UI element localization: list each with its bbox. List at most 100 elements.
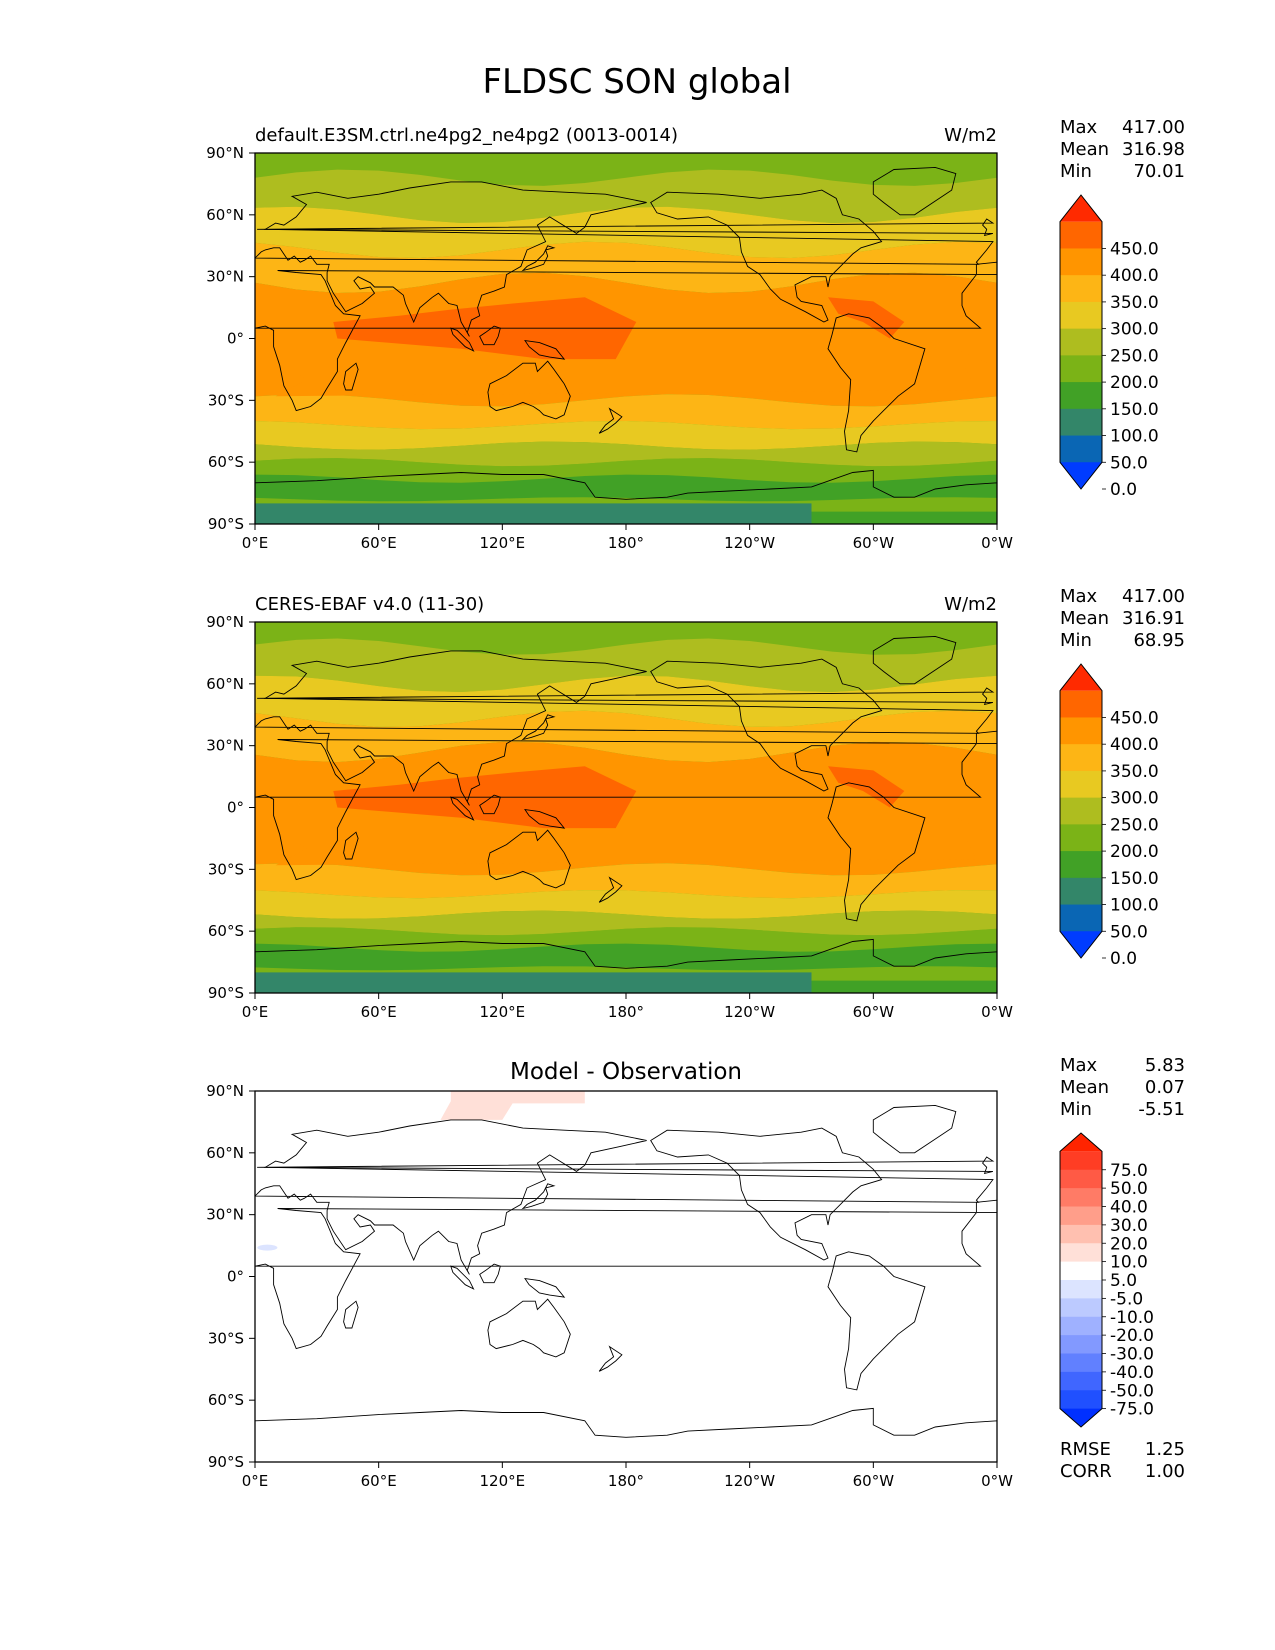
field-band-antarctic-coast	[255, 474, 997, 502]
africa-coastline	[255, 261, 997, 412]
colorbar-segment	[1060, 904, 1102, 932]
colorbar-segment	[1060, 1390, 1102, 1410]
y-tick-label: 30°N	[206, 737, 244, 755]
south-america-coastline	[827, 1251, 926, 1391]
colorbar-segment	[1060, 275, 1102, 303]
panel-obs: CERES-EBAF v4.0 (11-30) W/m2 0°E 60°E 120°E 1…	[206, 586, 1185, 1021]
sumatra-coastline	[450, 1265, 475, 1290]
y-tick-label: 60°S	[208, 922, 244, 940]
field-band-30s	[255, 394, 997, 430]
antarctica-coastline	[255, 1407, 997, 1462]
y-tick-label: 90°S	[208, 515, 244, 533]
colorbar-segment	[1060, 328, 1102, 356]
colorbar-label: 400.0	[1110, 266, 1159, 286]
colorbar-segment	[1060, 770, 1102, 799]
borneo-coastline	[479, 794, 501, 815]
stat-value: 316.98	[1122, 139, 1185, 160]
x-tick-label: 0°W	[981, 534, 1013, 552]
metric-value: 1.25	[1145, 1439, 1185, 1460]
field-band-30s	[255, 863, 997, 899]
japan-coastline	[521, 245, 556, 272]
panel-title: Model - Observation	[510, 1059, 742, 1085]
stat-value: 68.95	[1133, 630, 1185, 651]
north-america-coastline	[650, 189, 883, 323]
stat-label: Min	[1060, 630, 1092, 651]
colorbar-label: 150.0	[1110, 400, 1159, 420]
y-tick-label: 0°	[227, 799, 244, 817]
panel-model: default.E3SM.ctrl.ne4pg2_ne4pg2 (0013-00…	[206, 117, 1185, 552]
colorbar-label: 50.0	[1110, 1179, 1148, 1199]
colorbar-segment	[1060, 690, 1102, 718]
colorbar-label: 300.0	[1110, 320, 1159, 340]
colorbar-label: 5.0	[1110, 1271, 1137, 1291]
colorbar-top-arrow	[1060, 1133, 1102, 1152]
colorbar-segment	[1060, 797, 1102, 825]
madagascar-coastline	[343, 831, 359, 860]
stat-value: 417.00	[1122, 586, 1185, 607]
colorbar-label: 30.0	[1110, 1216, 1148, 1236]
map: 0°E 60°E 120°E 180° 120°W 60°W 0°W 90°N 60°N 30°N…	[206, 613, 1013, 1021]
stat-label: Max	[1060, 586, 1098, 607]
colorbar-bottom-arrow	[1060, 462, 1102, 489]
colorbar-segment	[1060, 1371, 1102, 1391]
metric-label: RMSE	[1060, 1439, 1111, 1460]
colorbar: 450.0 400.0 350.0 300.0 250.0 200.0 150.0 100.0…	[1059, 663, 1159, 969]
colorbar-label: -40.0	[1110, 1363, 1154, 1383]
map-background	[255, 1091, 997, 1462]
colorbar-label: 350.0	[1110, 762, 1159, 782]
colorbar-segment	[1060, 1353, 1102, 1373]
stat-value: -5.51	[1138, 1099, 1185, 1120]
colorbar-label: 450.0	[1110, 239, 1159, 259]
colorbar-segment	[1060, 1151, 1102, 1171]
x-tick-label: 120°E	[480, 1472, 526, 1490]
y-tick-label: 60°N	[206, 1144, 244, 1162]
new-guinea-coastline	[524, 809, 566, 829]
colorbar-segment	[1060, 1224, 1102, 1244]
colorbar-label: 50.0	[1110, 453, 1148, 473]
colorbar-segment	[1060, 301, 1102, 330]
field-band-antarctic-coast	[255, 943, 997, 971]
stat-label: Mean	[1060, 1077, 1109, 1098]
colorbar-label: 50.0	[1110, 922, 1148, 942]
colorbar-segment	[1060, 717, 1102, 745]
y-tick-label: 90°S	[208, 984, 244, 1002]
south-america-coastline	[827, 313, 926, 453]
field-band-45n	[255, 206, 997, 258]
greenland-coastline	[872, 1104, 957, 1154]
y-tick-label: 30°S	[208, 1329, 244, 1347]
colorbar-segment	[1060, 824, 1102, 852]
colorbar-label: 100.0	[1110, 427, 1159, 447]
colorbar-segment	[1060, 877, 1102, 906]
antarctica-coastline	[255, 469, 997, 524]
colorbar-segment	[1060, 355, 1102, 383]
x-tick-label: 0°E	[242, 1003, 269, 1021]
new-zealand-coastline	[598, 1345, 623, 1372]
field-band-antarctic-west	[811, 980, 997, 993]
colorbar-top-arrow	[1060, 195, 1102, 222]
field-band-60n	[255, 638, 997, 692]
colorbar-label: 20.0	[1110, 1234, 1148, 1254]
x-tick-label: 180°	[608, 1472, 644, 1490]
colorbar-segment	[1060, 1188, 1102, 1207]
australia-coastline	[487, 1298, 571, 1358]
africa-coastline	[255, 730, 997, 881]
y-tick-label: 90°S	[208, 1453, 244, 1471]
panel-title: CERES-EBAF v4.0 (11-30)	[255, 594, 484, 615]
field-band-65s	[255, 458, 997, 483]
y-tick-label: 90°N	[206, 613, 244, 631]
diff-positive-patch	[440, 1091, 585, 1120]
x-tick-label: 60°W	[853, 534, 895, 552]
map: 0°E 60°E 120°E 180° 120°W 60°W 0°W 90°N 60°N 30°N…	[206, 1082, 1013, 1490]
colorbar-segment	[1060, 1261, 1102, 1281]
colorbar-segment	[1060, 1280, 1102, 1299]
x-tick-label: 0°E	[242, 1472, 269, 1490]
colorbar-segment	[1060, 248, 1102, 276]
field-tropics-atlantic	[275, 348, 989, 397]
greenland-coastline	[872, 635, 957, 685]
australia-coastline	[487, 360, 571, 420]
sumatra-coastline	[450, 796, 475, 821]
field-band-45s	[255, 421, 997, 450]
colorbar-segment	[1060, 382, 1102, 410]
colorbar-label: -10.0	[1110, 1308, 1154, 1328]
uk-coastline	[257, 1156, 995, 1175]
